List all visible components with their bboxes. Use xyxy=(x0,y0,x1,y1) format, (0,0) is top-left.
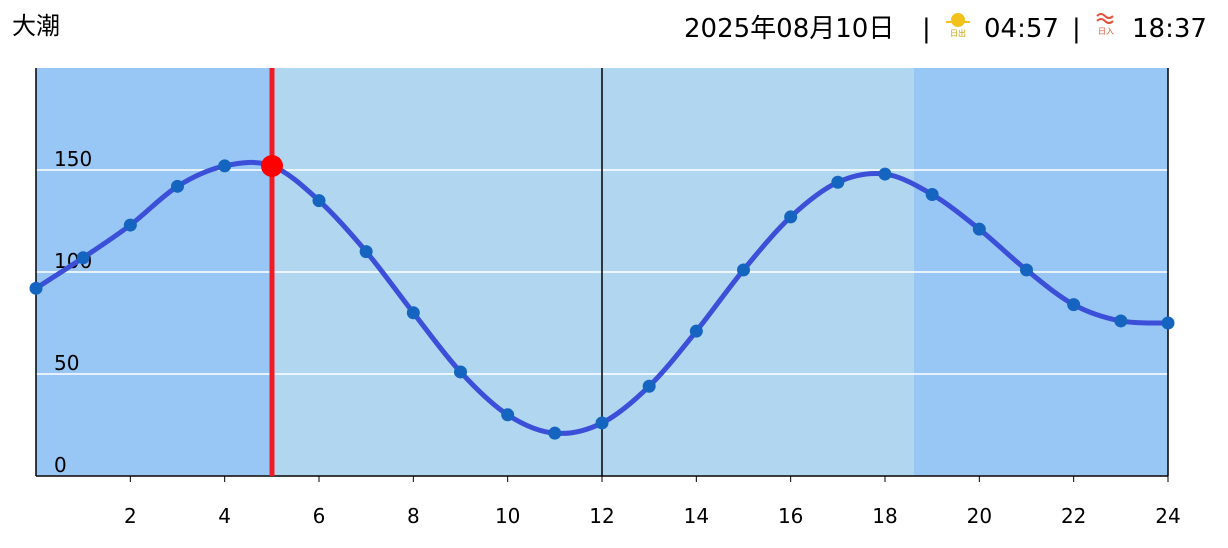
x-tick-label: 12 xyxy=(589,504,614,528)
tide-point xyxy=(454,365,467,379)
tide-point xyxy=(1067,298,1081,312)
y-tick-label: 0 xyxy=(54,453,67,477)
sep: | xyxy=(922,14,931,44)
sunset-icon: 日入 xyxy=(1096,13,1114,36)
sunrise-time: 04:57 xyxy=(984,14,1059,44)
tide-point xyxy=(878,167,892,181)
tide-point xyxy=(831,175,845,189)
sunset-icon-label: 日入 xyxy=(1098,27,1114,36)
x-tick-label: 2 xyxy=(124,504,137,528)
y-tick-label: 50 xyxy=(54,351,79,375)
tide-point xyxy=(548,426,562,440)
tide-point xyxy=(925,187,939,201)
tide-point xyxy=(359,245,373,259)
tide-name: 大潮 xyxy=(12,12,60,40)
x-tick-label: 16 xyxy=(778,504,803,528)
tide-point xyxy=(1161,316,1175,330)
sunset-time: 18:37 xyxy=(1132,14,1207,44)
tide-point xyxy=(76,251,90,265)
tide-point xyxy=(595,416,609,430)
y-tick-label: 150 xyxy=(54,147,92,171)
tide-point xyxy=(501,408,515,422)
x-tick-label: 20 xyxy=(967,504,992,528)
tide-point xyxy=(784,210,798,224)
sunrise-icon-label: 日出 xyxy=(950,28,966,38)
x-tick-label: 24 xyxy=(1155,504,1180,528)
tide-point xyxy=(642,379,656,393)
tide-point xyxy=(1114,314,1128,328)
tide-point xyxy=(171,179,184,193)
tide-point xyxy=(312,194,326,208)
sep: | xyxy=(1072,14,1081,44)
x-tick-label: 4 xyxy=(218,504,231,528)
x-tick-label: 10 xyxy=(495,504,520,528)
tide-point xyxy=(123,218,137,232)
sunrise-icon: 日出 xyxy=(946,13,970,38)
x-tick-label: 8 xyxy=(407,504,420,528)
tide-point xyxy=(972,222,986,236)
x-tick-label: 6 xyxy=(313,504,326,528)
tide-point xyxy=(406,306,420,320)
tide-point xyxy=(737,263,750,277)
x-tick-label: 22 xyxy=(1061,504,1086,528)
x-tick-label: 18 xyxy=(872,504,897,528)
date: 2025年08月10日 xyxy=(684,14,894,44)
current-time-dot xyxy=(261,155,283,177)
tide-point xyxy=(1020,263,1033,277)
tide-point xyxy=(689,324,703,338)
tide-point xyxy=(218,159,232,173)
x-tick-label: 14 xyxy=(684,504,709,528)
tide-point xyxy=(29,281,43,295)
